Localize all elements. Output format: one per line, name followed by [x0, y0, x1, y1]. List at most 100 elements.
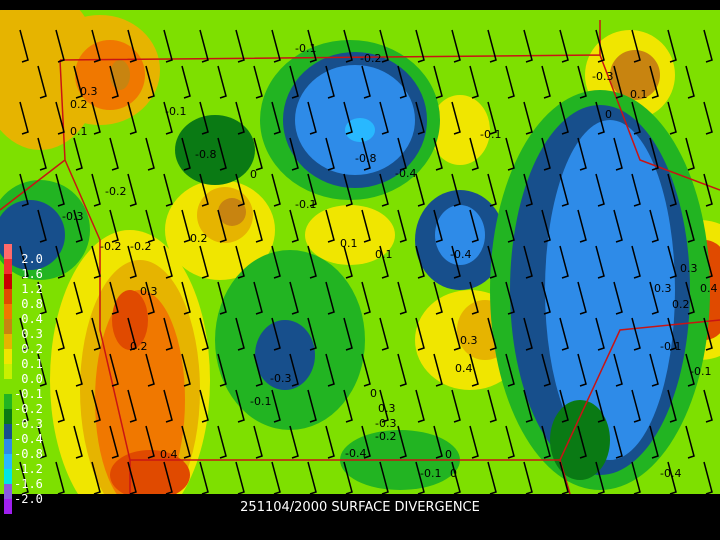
legend-label: -0.2 [14, 402, 43, 416]
wind-barb [307, 245, 317, 279]
legend-entry: 0.0 [2, 372, 62, 394]
legend-entry: 1.2 [2, 282, 62, 304]
wind-barb [487, 173, 497, 207]
legend-entry: -0.2 [2, 402, 62, 424]
contour-label: 0.3 [378, 402, 396, 415]
wind-barb [433, 65, 443, 99]
wind-barb [595, 29, 605, 63]
wind-barb [289, 209, 299, 243]
wind-barb [91, 389, 101, 423]
wind-barb [577, 209, 587, 243]
wind-barb [631, 389, 641, 423]
wind-barb [163, 317, 173, 351]
contour-label: -0.2 [375, 430, 396, 443]
wind-barb [523, 101, 533, 135]
wind-barb [181, 425, 191, 459]
wind-barb [649, 137, 659, 171]
wind-barb [55, 101, 65, 135]
contour-label: -0.1 [690, 365, 711, 378]
wind-barb [559, 461, 569, 494]
legend-entry [2, 244, 62, 259]
contour-label: 0 [450, 467, 457, 480]
wind-barb [253, 425, 263, 459]
wind-barb [523, 461, 533, 494]
wind-barb [703, 173, 713, 207]
legend-label: -0.3 [14, 417, 43, 431]
wind-barb [523, 29, 533, 63]
wind-barb [217, 353, 227, 387]
wind-barb [199, 101, 209, 135]
wind-barb [163, 29, 173, 63]
contour-label: 0.1 [630, 88, 648, 101]
wind-barb [451, 389, 461, 423]
contour-label: -0.8 [355, 152, 376, 165]
legend-swatch [4, 319, 12, 334]
legend-swatch [4, 274, 12, 289]
legend-swatch [4, 364, 12, 379]
wind-barb [595, 317, 605, 351]
legend-label: 1.2 [14, 282, 43, 296]
legend-label: 0.0 [14, 372, 43, 386]
wind-barb [343, 101, 353, 135]
wind-barb [91, 173, 101, 207]
contour-label: -0.3 [592, 70, 613, 83]
wind-barb [37, 65, 47, 99]
legend-entry: 0.4 [2, 312, 62, 334]
wind-barb [163, 389, 173, 423]
wind-barb [307, 173, 317, 207]
wind-barb [55, 29, 65, 63]
wind-barb [451, 317, 461, 351]
wind-barb [19, 317, 29, 351]
wind-barb [505, 425, 515, 459]
wind-barb [325, 137, 335, 171]
legend-entry: -2.0 [2, 492, 62, 514]
wind-barb [199, 461, 209, 494]
legend-label: -0.8 [14, 447, 43, 461]
wind-barb [541, 425, 551, 459]
legend-swatch [4, 499, 12, 514]
wind-barb [343, 389, 353, 423]
wind-barb [649, 65, 659, 99]
wind-barb [541, 353, 551, 387]
wind-barb [631, 245, 641, 279]
wind-barb [487, 461, 497, 494]
contour-label: 0.2 [70, 98, 88, 111]
wind-barb [703, 461, 713, 494]
legend-entry: 0.2 [2, 342, 62, 364]
wind-barb [73, 209, 83, 243]
wind-barb [145, 353, 155, 387]
wind-barb [523, 245, 533, 279]
wind-barb [451, 245, 461, 279]
wind-barb [145, 137, 155, 171]
wind-barb [685, 65, 695, 99]
wind-barb [289, 353, 299, 387]
legend-entry: -0.1 [2, 387, 62, 409]
wind-barb [271, 389, 281, 423]
wind-barb [343, 245, 353, 279]
contour-label: 0.3 [654, 282, 672, 295]
wind-barb [199, 317, 209, 351]
wind-barb [37, 209, 47, 243]
wind-barb [559, 317, 569, 351]
legend-swatch [4, 259, 12, 274]
wind-barb [145, 65, 155, 99]
wind-barb [613, 353, 623, 387]
contour-label: 0.3 [680, 262, 698, 275]
wind-barb [451, 101, 461, 135]
legend-swatch [4, 439, 12, 454]
wind-barb [253, 65, 263, 99]
legend-entry: 1.6 [2, 267, 62, 289]
contour-label: -0.8 [195, 148, 216, 161]
wind-barb [433, 353, 443, 387]
wind-barb [649, 353, 659, 387]
wind-barb [253, 281, 263, 315]
legend-label: 0.4 [14, 312, 43, 326]
wind-barb [19, 101, 29, 135]
wind-barb [577, 425, 587, 459]
wind-barb [577, 65, 587, 99]
wind-barb [109, 281, 119, 315]
wind-barb [307, 101, 317, 135]
wind-barb [685, 209, 695, 243]
wind-barb [253, 137, 263, 171]
legend-label: -1.6 [14, 477, 43, 491]
